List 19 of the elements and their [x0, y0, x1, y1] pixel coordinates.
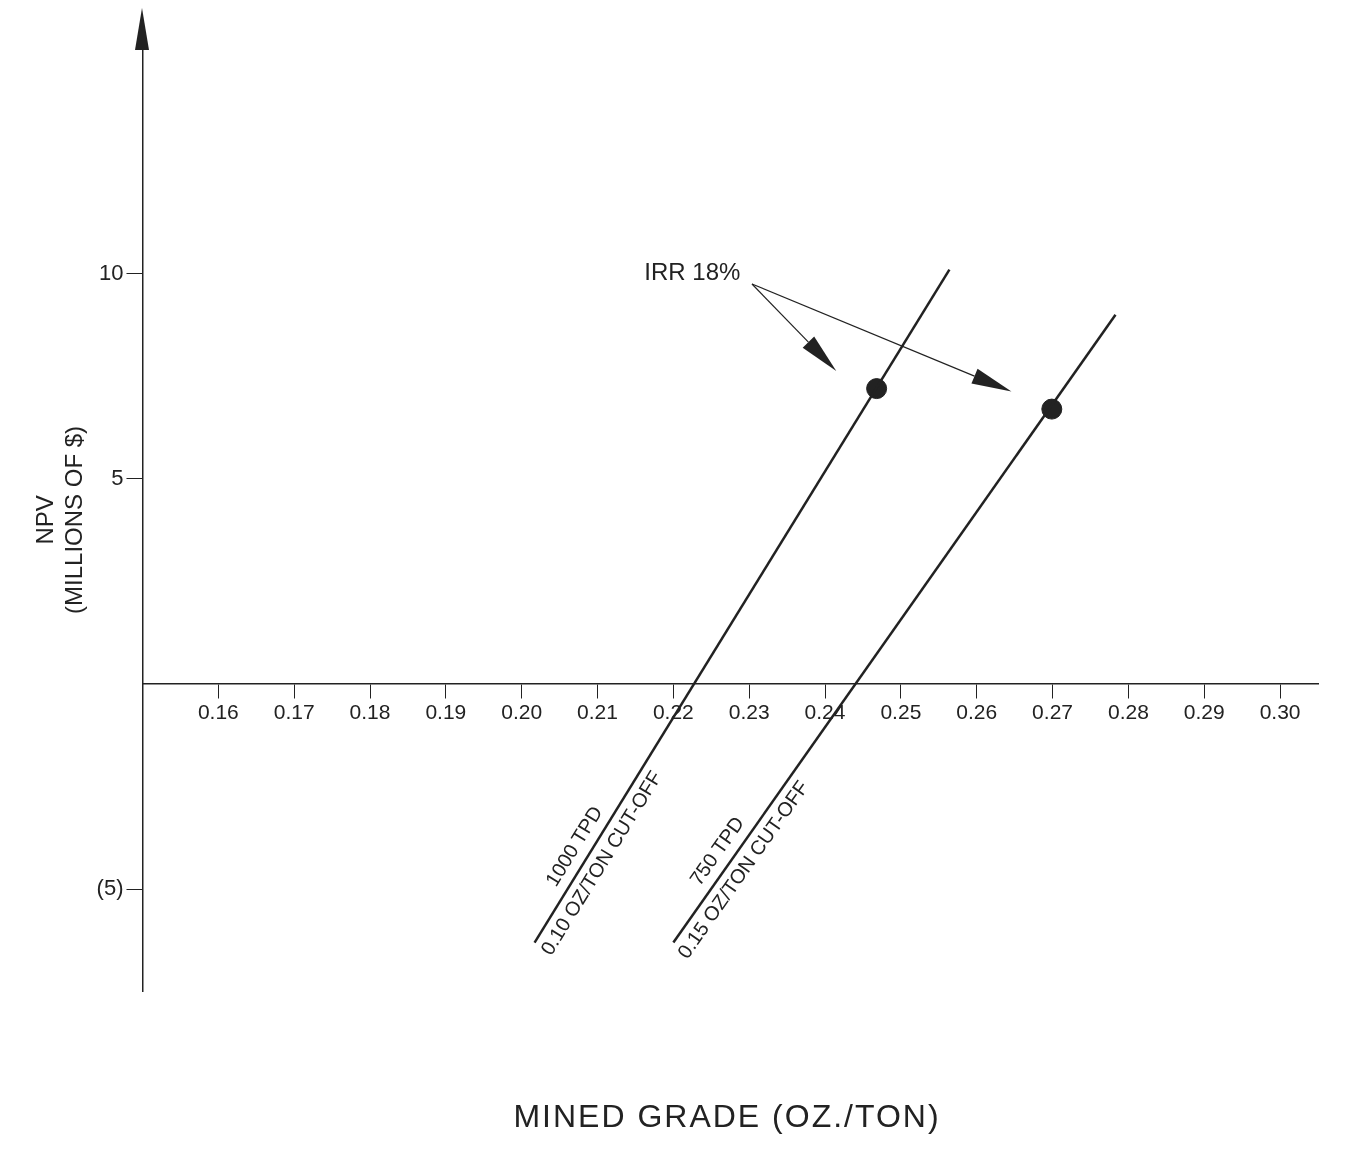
- x-tick-label: 0.21: [577, 700, 618, 724]
- x-tick-label: 0.29: [1183, 700, 1225, 724]
- x-tick-label: 0.17: [273, 700, 315, 724]
- x-tick-label: 0.30: [1259, 700, 1301, 724]
- x-tick-label: 0.25: [880, 700, 922, 724]
- x-tick-label: 0.23: [728, 700, 770, 724]
- x-tick-label: 0.19: [425, 700, 467, 724]
- x-tick-label: 0.26: [956, 700, 998, 724]
- x-tick-label: 0.20: [501, 700, 543, 724]
- x-axis-title: MINED GRADE (OZ./TON): [512, 1098, 942, 1135]
- annotation: IRR 18%: [644, 258, 741, 286]
- x-tick-label: 0.16: [197, 700, 239, 724]
- y-tick-label: (5): [96, 875, 124, 901]
- y-tick-label: 5: [111, 464, 124, 490]
- x-tick-label: 0.28: [1107, 700, 1149, 724]
- y-axis-title: NPV (MILLIONS OF $): [31, 425, 87, 614]
- y-tick-label: 10: [99, 259, 124, 285]
- x-tick-label: 0.27: [1032, 700, 1073, 724]
- x-tick-label: 0.18: [349, 700, 391, 724]
